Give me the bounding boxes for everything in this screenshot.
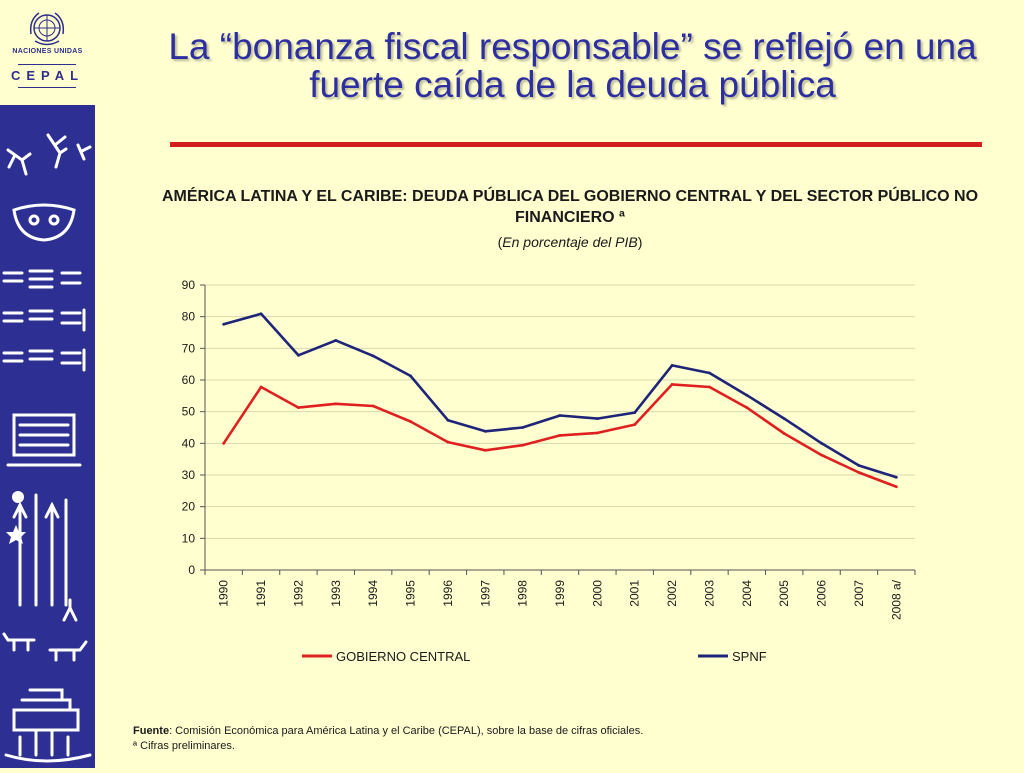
- series-line-1: [223, 312, 897, 479]
- data-point: [670, 383, 674, 386]
- footnote: ª Cifras preliminares.: [133, 740, 235, 752]
- x-tick-label: 2000: [590, 580, 604, 607]
- data-point: [670, 364, 674, 367]
- data-point: [894, 485, 898, 489]
- data-point: [521, 443, 525, 447]
- legend-label: GOBIERNO CENTRAL: [336, 649, 470, 664]
- data-point: [371, 404, 375, 408]
- cepal-label: CEPAL: [10, 68, 85, 83]
- y-tick-label: 10: [182, 531, 196, 545]
- data-point: [820, 453, 823, 457]
- data-point: [708, 385, 711, 389]
- data-point: [334, 339, 338, 342]
- source-text: : Comisión Económica para América Latina…: [169, 725, 644, 737]
- data-point: [409, 420, 412, 423]
- decorative-sidebar: [0, 105, 95, 768]
- data-point: [558, 434, 562, 437]
- cepal-rule-top: [18, 64, 76, 65]
- un-label: NACIONES UNIDAS: [12, 48, 83, 55]
- cepal-rule-bottom: [18, 87, 76, 88]
- x-tick-label: 1994: [366, 580, 380, 607]
- x-tick-label: 1993: [329, 580, 343, 607]
- y-tick-label: 80: [182, 310, 196, 324]
- data-point: [595, 431, 599, 435]
- data-point: [708, 371, 711, 375]
- data-point: [222, 441, 226, 445]
- data-point: [409, 374, 412, 378]
- x-tick-label: 1995: [404, 580, 418, 607]
- data-point: [334, 402, 338, 406]
- source-label: Fuente: [133, 725, 170, 737]
- data-point: [297, 353, 300, 357]
- x-tick-label: 2003: [702, 580, 716, 607]
- x-tick-label: 1996: [441, 580, 455, 607]
- data-point: [371, 354, 375, 358]
- data-point: [446, 418, 450, 422]
- slide-title: La “bonanza fiscal responsable” se refle…: [168, 26, 977, 105]
- data-point: [820, 441, 823, 445]
- x-tick-label: 1997: [478, 580, 492, 607]
- data-point: [259, 312, 263, 316]
- data-point: [297, 406, 300, 409]
- title-underline: [170, 142, 982, 147]
- x-tick-label: 1992: [291, 580, 305, 607]
- chart-subtitle-text: En porcentaje del PIB: [502, 234, 638, 250]
- data-point: [446, 440, 450, 444]
- y-tick-label: 60: [182, 373, 196, 387]
- y-tick-label: 30: [182, 468, 196, 482]
- x-tick-label: 1991: [254, 580, 268, 607]
- data-point: [633, 411, 637, 415]
- data-point: [633, 423, 637, 427]
- logo-area: NACIONES UNIDAS CEPAL: [0, 0, 95, 105]
- data-point: [558, 414, 562, 417]
- data-point: [857, 471, 861, 474]
- data-point: [595, 417, 599, 421]
- data-point: [483, 429, 487, 433]
- data-point: [782, 417, 786, 421]
- y-tick-label: 20: [182, 500, 196, 514]
- y-tick-label: 90: [182, 278, 196, 292]
- legend-label: SPNF: [732, 649, 767, 664]
- data-point: [259, 385, 263, 389]
- un-emblem-icon: [29, 12, 65, 46]
- data-point: [222, 322, 226, 326]
- x-tick-label: 2007: [852, 580, 866, 607]
- y-tick-label: 40: [182, 436, 196, 450]
- line-chart: 0 10 20 30 40 50 60 70 80 90 1990 1991 1992 1993 1994 1…: [182, 278, 916, 664]
- x-tick-label: 2002: [665, 580, 679, 607]
- x-tick-label: 1990: [217, 580, 231, 607]
- data-point: [894, 475, 898, 479]
- x-tick-label: 2006: [815, 580, 829, 607]
- x-tick-label: 1998: [516, 580, 530, 607]
- data-point: [782, 432, 786, 435]
- x-tick-label: 2001: [628, 580, 642, 607]
- data-point: [745, 393, 749, 397]
- y-tick-label: 50: [182, 405, 196, 419]
- data-point: [857, 464, 861, 467]
- data-point: [745, 406, 749, 409]
- petroglyph-decoration-icon: [2, 133, 92, 763]
- x-tick-label: 2008 a/: [889, 579, 903, 620]
- source-note: Fuente: Comisión Económica para América …: [133, 724, 643, 754]
- data-point: [521, 426, 525, 429]
- x-tick-label: 2005: [777, 580, 791, 607]
- chart-subtitle: (En porcentaje del PIB): [497, 234, 643, 250]
- y-tick-label: 0: [188, 563, 195, 577]
- y-tick-label: 70: [182, 341, 196, 355]
- chart-title: AMÉRICA LATINA Y EL CARIBE: DEUDA PÚBLIC…: [161, 188, 979, 226]
- x-tick-label: 2004: [740, 580, 754, 607]
- data-point: [483, 448, 487, 452]
- x-tick-label: 1999: [553, 580, 567, 607]
